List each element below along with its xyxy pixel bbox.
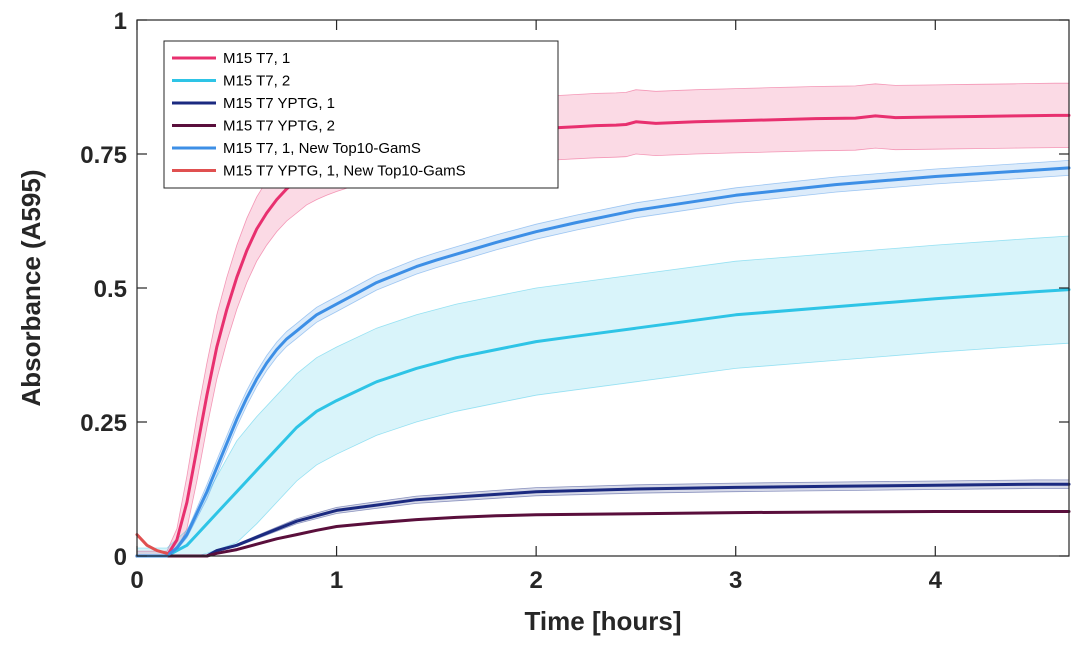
x-tick-label: 0 [130, 567, 143, 594]
y-axis-ticks: 0 0.25 0.5 0.75 1 [80, 8, 1069, 571]
series-line [135, 166, 1071, 558]
y-tick-label: 0.25 [80, 410, 127, 437]
series-line [135, 533, 169, 555]
series-line [135, 510, 1071, 558]
legend-entry: M15 T7, 1 [223, 50, 290, 67]
y-axis-title: Absorbance (A595) [16, 170, 46, 407]
y-tick-label: 0.75 [80, 142, 127, 169]
legend: M15 T7, 1 M15 T7, 2 M15 T7 YPTG, 1 M15 T7 Y… [163, 40, 559, 189]
legend-entry: M15 T7 YPTG, 1, New Top10-GamS [223, 163, 466, 180]
confidence-band [136, 235, 1070, 557]
y-tick-label: 0.5 [94, 276, 127, 303]
legend-entry: M15 T7, 2 [223, 73, 290, 90]
x-tick-label: 3 [729, 567, 742, 594]
legend-entry: M15 T7 YPTG, 2 [223, 118, 335, 135]
x-axis-ticks: 0 1 2 3 4 [130, 20, 943, 594]
legend-box [163, 40, 559, 189]
series-line [135, 288, 1071, 558]
x-tick-label: 1 [330, 567, 343, 594]
legend-entry: M15 T7 YPTG, 1 [223, 95, 335, 112]
y-tick-label: 1 [114, 8, 127, 35]
y-tick-label: 0 [114, 544, 127, 571]
legend-entry: M15 T7, 1, New Top10-GamS [223, 140, 421, 157]
x-tick-label: 4 [929, 567, 943, 594]
x-axis-title: Time [hours] [525, 606, 682, 636]
x-tick-label: 2 [529, 567, 542, 594]
